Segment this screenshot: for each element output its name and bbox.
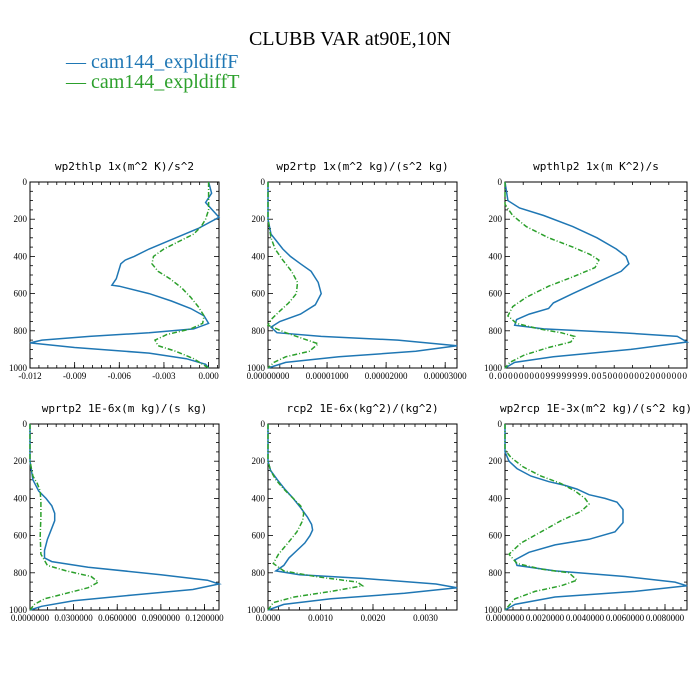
x-tick-label: -0.012 [18,371,41,381]
x-tick-label: 0.0020 [361,613,386,623]
y-tick-label: 800 [252,568,266,578]
legend-line-icon: — [66,71,86,93]
plot-frame [29,181,220,369]
chart-panel-6: wp2rcp 1E-3x(m^2 kg)/(s^2 kg) 0 200 400 600 8… [484,402,692,623]
y-tick-label: 600 [252,531,266,541]
plot-frame [29,423,220,611]
panel-title: wprtp2 1E-6x(m kg)/(s kg) [42,402,208,415]
chart-panel-3: wpthlp2 1x(m K^2)/s 0 200 400 600 800 10000.00… [484,160,690,381]
y-tick-label: 1000 [9,363,28,373]
x-tick-label: 0.00001000 [306,371,349,381]
panel-title: wp2rcp 1E-3x(m^2 kg)/(s^2 kg) [500,402,692,415]
y-tick-label: 200 [252,456,266,466]
y-tick-label: 400 [489,251,503,261]
y-tick-label: 0 [23,419,28,429]
panel-title: wp2thlp 1x(m^2 K)/s^2 [55,160,194,173]
series-line-cam144_expldiffT [151,182,210,369]
x-tick-label: 0.00002000 [365,371,408,381]
y-tick-label: 200 [14,214,28,224]
series-line-cam144_expldiffT [266,182,320,369]
x-tick-label: -0.006 [108,371,132,381]
series-line-cam144_expldiffF [29,181,221,369]
y-tick-label: 1000 [484,605,503,615]
y-tick-label: 400 [14,493,28,503]
y-tick-label: 800 [14,568,28,578]
y-tick-label: 400 [489,493,503,503]
y-tick-label: 400 [252,493,266,503]
chart-panel-2: wp2rtp 1x(m^2 kg)/(s^2 kg) 0 200 400 600 800 1… [247,160,467,381]
series-line-cam144_expldiffF [504,181,690,369]
y-tick-label: 800 [14,326,28,336]
plot-frame [504,423,688,611]
panel-title: rcp2 1E-6x(kg^2)/(kg^2) [286,402,438,415]
x-tick-label: 0.0600000 [98,613,137,623]
chart-panel-5: rcp2 1E-6x(kg^2)/(kg^2) 0 200 400 600 800 1000… [247,402,458,623]
y-tick-label: 1000 [247,605,266,615]
series-line-cam144_expldiffT [267,424,365,611]
x-tick-label: 0.00003000 [424,371,467,381]
y-tick-label: 200 [489,214,503,224]
y-tick-label: 400 [14,251,28,261]
series-line-cam144_expldiffT [504,424,590,611]
y-tick-label: 0 [261,177,266,187]
series-line-cam144_expldiffT [504,182,600,369]
x-tick-label: 0.0040000 [566,613,605,623]
x-tick-label: 0.0010 [308,613,333,623]
y-tick-label: 1000 [9,605,28,615]
x-tick-label: 0.0000000 [486,613,525,623]
series-line-cam144_expldiffF [504,424,688,611]
y-tick-label: 0 [498,419,503,429]
series-line-cam144_expldiffF [267,424,458,611]
y-tick-label: 400 [252,251,266,261]
x-tick-label: 0.0000000 [11,613,50,623]
chart-panel-1: wp2thlp 1x(m^2 K)/s^202004006008001000-0… [9,160,221,381]
y-tick-label: 600 [252,289,266,299]
series-line-cam144_expldiffF [267,182,458,369]
y-tick-label: 200 [252,214,266,224]
y-tick-label: 0 [23,177,28,187]
x-tick-label: 0.0900000 [142,613,181,623]
y-tick-label: 200 [489,456,503,466]
x-tick-label: 0.00000000099999999.005000000020000000 [489,371,688,381]
series-line-cam144_expldiffT [29,424,100,611]
y-tick-label: 600 [14,289,28,299]
legend-label: cam144_expldiffF [91,51,239,73]
series-line-cam144_expldiffF [29,424,222,611]
x-tick-label: 0.0060000 [606,613,645,623]
y-tick-label: 600 [14,531,28,541]
plot-frame [267,423,458,611]
x-tick-label: 0.0300000 [54,613,93,623]
panel-title: wp2rtp 1x(m^2 kg)/(s^2 kg) [276,160,448,173]
x-tick-label: 0.0080000 [646,613,685,623]
y-tick-label: 800 [252,326,266,336]
y-tick-label: 200 [14,456,28,466]
x-tick-label: 0.0020000 [526,613,565,623]
y-tick-label: 0 [261,419,266,429]
y-tick-label: 600 [489,289,503,299]
x-tick-label: 0.000 [198,371,219,381]
y-tick-label: 1000 [484,363,503,373]
plot-frame [267,181,458,369]
x-tick-label: 0.1200000 [185,613,224,623]
figure-title: CLUBB VAR at90E,10N [248,28,452,50]
y-tick-label: 800 [489,326,503,336]
legend-line-icon: — [66,51,86,73]
legend-entry-expldiffT: — cam144_expldiffT [66,71,239,93]
legend-entry-expldiffF: — cam144_expldiffF [66,51,238,73]
y-tick-label: 0 [498,177,503,187]
y-tick-label: 800 [489,568,503,578]
y-tick-label: 1000 [247,363,266,373]
x-tick-label: 0.00000000 [247,371,290,381]
x-tick-label: 0.0000 [256,613,281,623]
legend-label: cam144_expldiffT [91,71,240,93]
panel-title: wpthlp2 1x(m K^2)/s [533,160,659,173]
chart-panel-4: wprtp2 1E-6x(m kg)/(s kg) 0 200 400 600 800 10… [9,402,224,623]
y-tick-label: 600 [489,531,503,541]
plot-frame [504,181,688,369]
x-tick-label: 0.0030 [413,613,438,623]
x-tick-label: -0.003 [152,371,176,381]
x-tick-label: -0.009 [63,371,87,381]
